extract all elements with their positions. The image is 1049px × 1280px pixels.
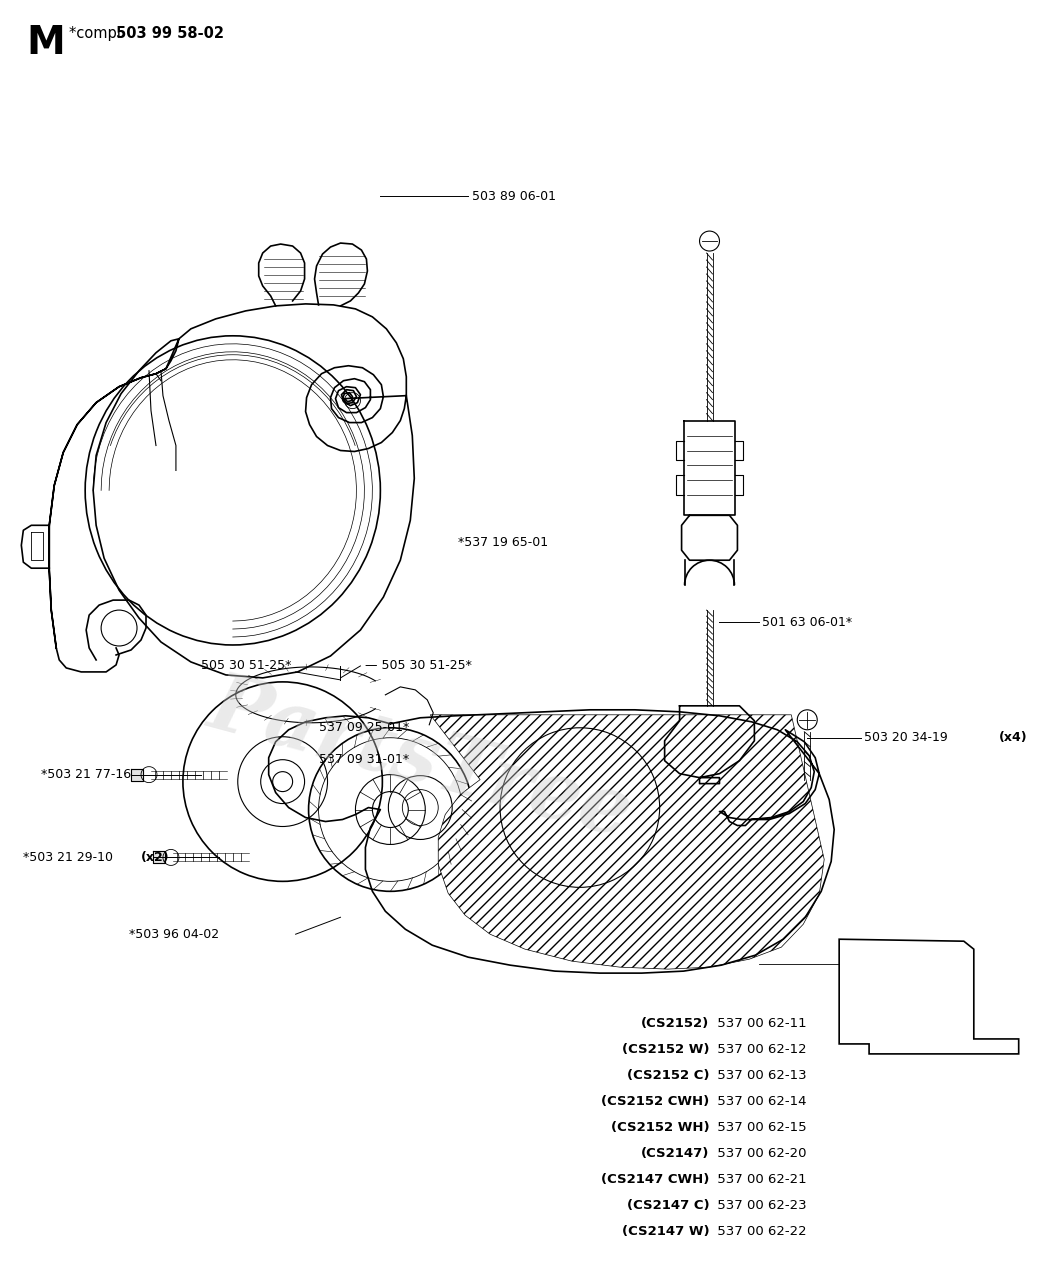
Text: *503 21 77-16: *503 21 77-16 — [41, 768, 131, 781]
Text: *503 21 29-10: *503 21 29-10 — [23, 851, 117, 864]
Text: *503 96 04-02: *503 96 04-02 — [129, 928, 219, 941]
Text: (x2): (x2) — [141, 851, 170, 864]
Text: (CS2152 WH): (CS2152 WH) — [611, 1121, 709, 1134]
Polygon shape — [430, 714, 825, 969]
Text: (CS2147 W): (CS2147 W) — [622, 1225, 709, 1238]
Text: 537 09 31-01*: 537 09 31-01* — [319, 753, 409, 767]
Text: (CS2152 C): (CS2152 C) — [627, 1069, 709, 1083]
Text: 537 00 62-23: 537 00 62-23 — [713, 1199, 807, 1212]
Text: (CS2152): (CS2152) — [641, 1018, 709, 1030]
Text: *537 19 65-01: *537 19 65-01 — [458, 536, 549, 549]
Text: 537 09 25-01*: 537 09 25-01* — [319, 721, 409, 735]
Text: 503 20 34-19: 503 20 34-19 — [864, 731, 951, 744]
Polygon shape — [153, 851, 165, 864]
Text: 537 00 62-21: 537 00 62-21 — [713, 1172, 807, 1187]
Text: 537 00 62-11: 537 00 62-11 — [713, 1018, 807, 1030]
Text: (CS2152 CWH): (CS2152 CWH) — [601, 1096, 709, 1108]
Text: PartsTree: PartsTree — [200, 666, 640, 854]
Text: (CS2147 C): (CS2147 C) — [627, 1199, 709, 1212]
Text: 503 89 06-01: 503 89 06-01 — [472, 189, 556, 202]
Text: 537 00 62-13: 537 00 62-13 — [713, 1069, 807, 1083]
Text: 537 00 62-15: 537 00 62-15 — [713, 1121, 807, 1134]
Text: 537 00 62-20: 537 00 62-20 — [713, 1147, 807, 1160]
Text: 537 00 62-22: 537 00 62-22 — [713, 1225, 807, 1238]
Text: (CS2147): (CS2147) — [641, 1147, 709, 1160]
Text: — 505 30 51-25*: — 505 30 51-25* — [365, 659, 472, 672]
Text: 505 30 51-25*: 505 30 51-25* — [200, 659, 292, 672]
Text: (CS2147 CWH): (CS2147 CWH) — [601, 1172, 709, 1187]
Text: 501 63 06-01*: 501 63 06-01* — [763, 616, 853, 628]
Text: 537 00 62-12: 537 00 62-12 — [713, 1043, 807, 1056]
Text: *compl: *compl — [69, 26, 126, 41]
Text: (CS2152 W): (CS2152 W) — [622, 1043, 709, 1056]
Text: 503 99 58-02: 503 99 58-02 — [116, 26, 224, 41]
Text: 537 00 62-14: 537 00 62-14 — [713, 1096, 807, 1108]
Text: M: M — [26, 23, 65, 61]
Polygon shape — [131, 769, 143, 781]
Text: (x4): (x4) — [999, 731, 1027, 744]
